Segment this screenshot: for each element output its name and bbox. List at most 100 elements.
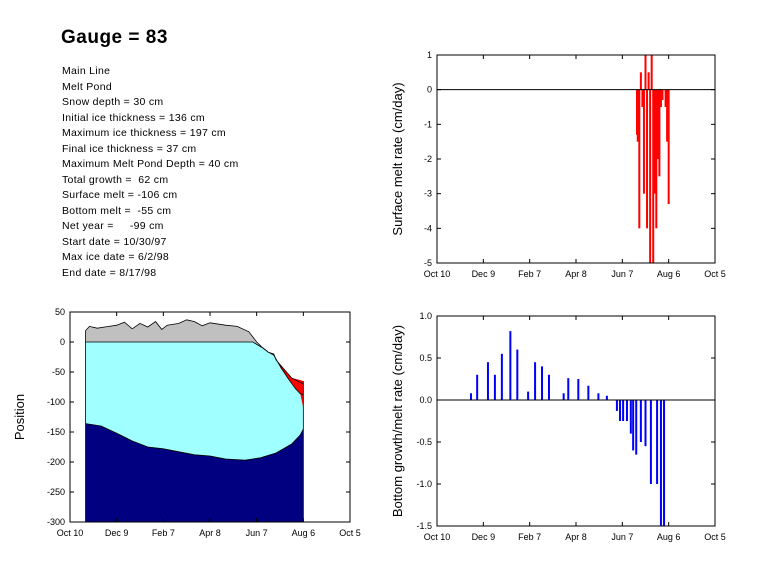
info-line: Main Line [62, 65, 111, 77]
y-axis-label: Position [12, 394, 27, 440]
x-tick-label: Oct 10 [424, 532, 451, 542]
bar [632, 400, 635, 451]
x-tick-label: Dec 9 [472, 269, 496, 279]
bar [534, 362, 537, 400]
bar [562, 393, 565, 400]
y-tick-label: 1.0 [419, 311, 432, 321]
ice-top-line [85, 341, 304, 396]
bar [649, 400, 652, 484]
bar [605, 395, 608, 400]
surface_melt-bars [437, 55, 715, 264]
x-tick-label: Oct 5 [339, 528, 361, 538]
ice-area [85, 342, 304, 461]
bar [587, 385, 590, 400]
y-tick-label: -300 [47, 517, 65, 527]
y-tick-label: 50 [55, 307, 65, 317]
y-tick-label: -4 [424, 223, 432, 233]
y-axis-label: Bottom growth/melt rate (cm/day) [390, 325, 405, 517]
x-tick-label: Feb 7 [518, 532, 541, 542]
x-tick-label: Dec 9 [472, 532, 496, 542]
x-tick-label: Jun 7 [611, 269, 633, 279]
bar [650, 55, 653, 90]
position-axes: Oct 10 Dec 9 Feb 7 Apr 8 Jun 7 Aug 6 Oct 5 50 0 -… [12, 307, 361, 538]
bar [653, 89, 656, 194]
bar [656, 400, 659, 484]
bottom_melt-axes: Oct 10 Dec 9 Feb 7 Apr 8 Jun 7 Aug 6 Oct 5 1.0 0… [390, 311, 726, 542]
bar [486, 362, 489, 400]
x-tick-label: Apr 8 [565, 532, 587, 542]
bar [644, 400, 647, 447]
bar [567, 378, 570, 400]
bar [622, 400, 625, 421]
bar [636, 89, 639, 142]
y-tick-label: -100 [47, 397, 65, 407]
bottom_melt-bars [437, 331, 715, 526]
bar [577, 379, 580, 400]
x-tick-label: Apr 8 [565, 269, 587, 279]
page-title: Gauge = 83 [61, 27, 168, 48]
surface_melt-frame [436, 54, 716, 264]
bar [652, 89, 655, 264]
info-line: Net year = -99 cm [62, 220, 164, 232]
info-line: Maximum ice thickness = 197 cm [62, 127, 226, 139]
x-tick-label: Oct 5 [704, 532, 726, 542]
bar [644, 55, 647, 90]
info-line: Melt Pond [62, 80, 112, 93]
x-tick-label: Oct 5 [704, 269, 726, 279]
bar [516, 349, 519, 400]
y-tick-label: -1.5 [416, 521, 432, 531]
bar [509, 331, 512, 400]
info-line: Total growth = 62 cm [62, 173, 169, 186]
y-tick-label: 0 [60, 337, 65, 347]
x-tick-label: Oct 10 [424, 269, 451, 279]
y-tick-label: 0 [427, 85, 432, 95]
y-axis-label: Surface melt rate (cm/day) [390, 82, 405, 235]
x-tick-label: Jun 7 [246, 528, 268, 538]
x-tick-label: Oct 10 [57, 528, 84, 538]
info-list: Main Line Melt Pond Snow depth = 30 cm I… [62, 64, 239, 281]
bar [615, 400, 618, 411]
bar [476, 374, 479, 400]
y-tick-label: -2 [424, 154, 432, 164]
info-line: Initial ice thickness = 136 cm [62, 111, 205, 124]
bar [527, 391, 530, 400]
bar [597, 393, 600, 400]
x-tick-label: Aug 6 [657, 269, 681, 279]
water-area [85, 423, 304, 522]
info-line: Surface melt = -106 cm [62, 189, 178, 201]
x-tick-label: Dec 9 [105, 528, 129, 538]
x-tick-label: Aug 6 [292, 528, 316, 538]
snow-line [85, 319, 304, 385]
bar [547, 374, 550, 400]
y-tick-label: 0.5 [419, 353, 432, 363]
bar [500, 353, 503, 400]
y-tick-label: -5 [424, 258, 432, 268]
bar [667, 89, 670, 205]
bar [541, 366, 544, 400]
y-tick-label: -1.0 [416, 479, 432, 489]
ice-bottom-line [85, 423, 304, 461]
y-tick-label: 1 [427, 50, 432, 60]
x-tick-label: Jun 7 [611, 532, 633, 542]
surface_melt-axes: Oct 10 Dec 9 Feb 7 Apr 8 Jun 7 Aug 6 Oct 5 1 0 -1… [390, 50, 726, 279]
info-line: Max ice date = 6/2/98 [62, 251, 169, 263]
bar [639, 72, 642, 90]
info-line: End date = 8/17/98 [62, 266, 157, 279]
bar [664, 89, 667, 107]
bar [629, 400, 632, 434]
info-line: Final ice thickness = 37 cm [62, 142, 197, 155]
x-tick-label: Feb 7 [152, 528, 175, 538]
bar [649, 89, 652, 264]
bar [659, 400, 662, 526]
bar [493, 374, 496, 400]
bar [642, 89, 645, 194]
bar [655, 89, 658, 229]
bar [647, 72, 650, 90]
bar [625, 400, 628, 421]
bar [646, 89, 649, 229]
x-tick-label: Feb 7 [518, 269, 541, 279]
bar [635, 400, 638, 455]
position-chart [85, 319, 304, 522]
